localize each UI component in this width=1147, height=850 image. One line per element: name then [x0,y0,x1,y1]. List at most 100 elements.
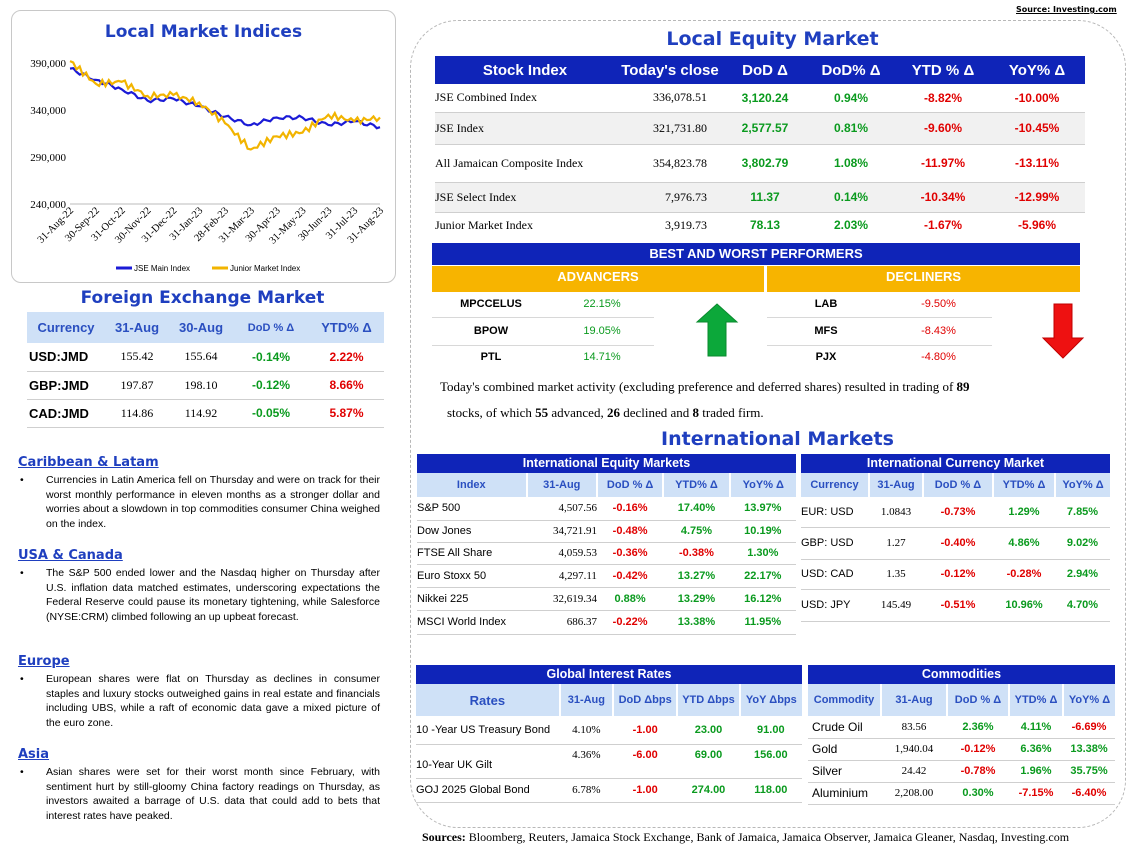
com-ytd: 4.11% [1009,716,1063,739]
intl-eq-dod: -0.22% [596,610,664,635]
intl-cur-yoy: 7.85% [1055,497,1110,528]
intl-eq-yoy: 16.12% [729,587,796,611]
equity-name: Junior Market Index [435,217,533,232]
equity-row: JSE Select Index 7,976.73 11.37 0.14% -1… [435,182,1085,213]
intl-cur-dod: -0.51% [923,589,993,622]
fx-value: 155.42 [105,343,169,372]
intl-eq-dod: -0.36% [596,542,664,565]
intl-eq-header: Index [417,473,528,497]
intl-eq-ytd: -0.38% [663,542,730,565]
intl-cur-ytd: 1.29% [993,497,1055,528]
rates-name: 10-Year UK Gilt [416,744,560,779]
advancers-table: MPCCELUS 22.15% BPOW 19.05% PTL 14.71% [432,292,654,369]
intl-eq-value: 34,721.91 [526,520,597,543]
rates-name: GOJ 2025 Global Bond [416,778,560,803]
com-ytd: 6.36% [1009,738,1063,761]
com-row: Aluminium 2,208.00 0.30% -7.15% -6.40% [808,782,1115,805]
com-ytd: 1.96% [1009,760,1063,783]
equity-dodp: 1.08% [805,144,897,183]
summary-firm: 8 [692,405,700,420]
equity-dod: 78.13 [749,218,781,233]
intl-eq-yoy: 10.19% [729,520,796,543]
decliner-value: -9.50% [921,298,956,311]
news-section-caribbean: Caribbean & Latam Currencies in Latin Am… [18,455,380,548]
rates-value: 4.36% [559,744,613,779]
intl-equity-title: International Equity Markets [417,454,796,473]
decliner-symbol: PJX [815,351,837,364]
intl-cur-row: GBP: USD 1.27 -0.40% 4.86% 9.02% [801,527,1110,560]
equity-header-index: Stock Index [482,61,568,79]
intl-eq-dod: -0.42% [596,564,664,588]
market-summary: Today's combined market activity (exclud… [440,374,1090,426]
equity-close: 7,976.73 [615,182,725,213]
advancer-value: 19.05% [583,325,621,337]
equity-row: JSE Index 321,731.80 2,577.57 0.81% -9.6… [435,112,1085,145]
equity-close: 3,919.73 [665,217,707,232]
intl-title: International Markets [661,428,894,450]
com-value: 83.56 [881,716,947,739]
indices-line-chart: 390,000340,000290,000240,00031-Aug-2230-… [30,58,386,273]
com-dod: 2.36% [947,716,1009,739]
advancers-label: ADVANCERS [432,266,764,292]
y-tick-label: 390,000 [30,58,66,70]
news-text: European shares were flat on Thursday as… [18,672,380,730]
com-value: 1,940.04 [881,738,947,761]
intl-cur-dod: -0.12% [923,559,993,590]
y-tick-label: 340,000 [30,105,66,117]
rates-value: 6.78% [559,778,613,803]
fx-currency: CAD:JMD [27,399,105,428]
fx-row: USD:JMD 155.42 155.64 -0.14% 2.22% [27,343,384,372]
com-yoy: -6.69% [1063,716,1115,739]
intl-eq-value: 4,507.56 [526,497,597,521]
intl-cur-row: EUR: USD 1.0843 -0.73% 1.29% 7.85% [801,497,1110,528]
intl-eq-value: 4,059.53 [526,542,597,565]
decliner-symbol: LAB [814,298,838,311]
chart-title: Local Market Indices [104,22,303,42]
intl-eq-header: YTD% Δ [663,473,731,497]
intl-eq-name: S&P 500 [417,497,527,521]
fx-ytd: 2.22% [309,343,384,372]
com-header: DoD % Δ [947,684,1010,716]
intl-cur-header: 31-Aug [869,473,924,497]
fx-value: 114.92 [169,399,233,428]
decliners-table: LAB -9.50% MFS -8.43% PJX -4.80% [767,292,992,369]
intl-cur-yoy: 9.02% [1055,527,1110,560]
summary-text: declined and [619,405,693,420]
advancer-row: BPOW 19.05% [432,317,654,345]
rates-header: 31-Aug [559,684,615,716]
equity-header-yoy: YoY% Δ [1008,61,1066,79]
fx-row: CAD:JMD 114.86 114.92 -0.05% 5.87% [27,399,384,428]
commodities-table: Commodity 31-Aug DoD % Δ YTD% Δ YoY% Δ C… [808,684,1115,805]
rates-dod: -6.00 [613,744,678,779]
decliner-row: PJX -4.80% [767,345,992,369]
summary-declined: 26 [606,405,620,420]
intl-currency-title: International Currency Market [801,454,1110,473]
commodities-title: Commodities [808,665,1115,684]
equity-ytd: -11.97% [897,144,989,183]
rates-dod: -1.00 [613,716,678,745]
fx-header-dod: DoD % Δ [247,321,295,334]
intl-cur-name: USD: JPY [801,589,869,622]
com-header: Commodity [808,684,882,716]
intl-eq-row: Dow Jones 34,721.91 -0.48% 4.75% 10.19% [417,520,796,543]
equity-dodp: 0.14% [805,182,897,213]
intl-equity-table: Index 31-Aug DoD % Δ YTD% Δ YoY% Δ S&P 5… [417,473,796,635]
equity-close: 336,078.51 [615,84,725,113]
com-name: Aluminium [808,782,881,805]
performers-title: BEST AND WORST PERFORMERS [432,243,1080,265]
intl-cur-header: DoD % Δ [923,473,994,497]
summary-text: Today's combined market activity (exclud… [440,379,957,394]
advancer-row: PTL 14.71% [432,345,654,369]
com-name: Silver [808,760,881,783]
intl-eq-name: Euro Stoxx 50 [417,564,527,588]
rates-ytd: 69.00 [677,744,740,779]
equity-yoy: -10.00% [989,84,1085,113]
rates-yoy: 156.00 [739,744,802,779]
summary-total: 89 [956,379,970,394]
intl-cur-yoy: 2.94% [1055,559,1110,590]
y-tick-label: 290,000 [30,152,66,164]
intl-eq-name: Dow Jones [417,520,527,543]
intl-eq-dod: 0.88% [596,587,664,611]
intl-cur-name: USD: CAD [801,559,869,590]
intl-eq-header: DoD % Δ [596,473,665,497]
